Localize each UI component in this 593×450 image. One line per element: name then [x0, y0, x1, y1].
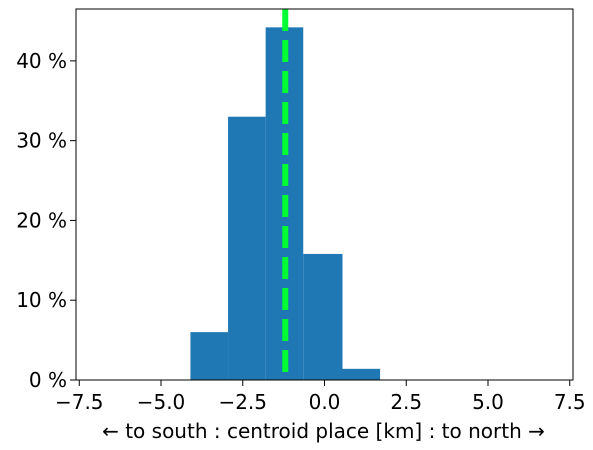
y-tick-label: 10 % [16, 288, 67, 312]
x-tick-label: −5.0 [137, 390, 186, 414]
x-tick-label: 5.0 [472, 390, 504, 414]
y-tick-label: 30 % [16, 129, 67, 153]
y-tick-label: 0 % [29, 368, 67, 392]
x-tick-label: 2.5 [390, 390, 422, 414]
y-axis-ticks: 0 % 10 % 20 % 30 % 40 % [16, 49, 76, 392]
histogram-bar-1 [228, 116, 266, 380]
x-axis-label: ← to south : centroid place [km] : to no… [102, 419, 545, 443]
x-tick-label: −2.5 [218, 390, 267, 414]
histogram-bar-4 [342, 368, 381, 380]
x-tick-label: 7.5 [554, 390, 586, 414]
x-tick-label: 0.0 [309, 390, 341, 414]
bars-layer [190, 27, 381, 381]
x-tick-label: −7.5 [55, 390, 104, 414]
y-tick-label: 40 % [16, 49, 67, 73]
y-tick-label: 20 % [16, 208, 67, 232]
x-axis-ticks: −7.5 −5.0 −2.5 0.0 2.5 5.0 7.5 [55, 380, 586, 414]
histogram-bar-3 [303, 253, 343, 380]
histogram-bar-0 [190, 332, 229, 380]
